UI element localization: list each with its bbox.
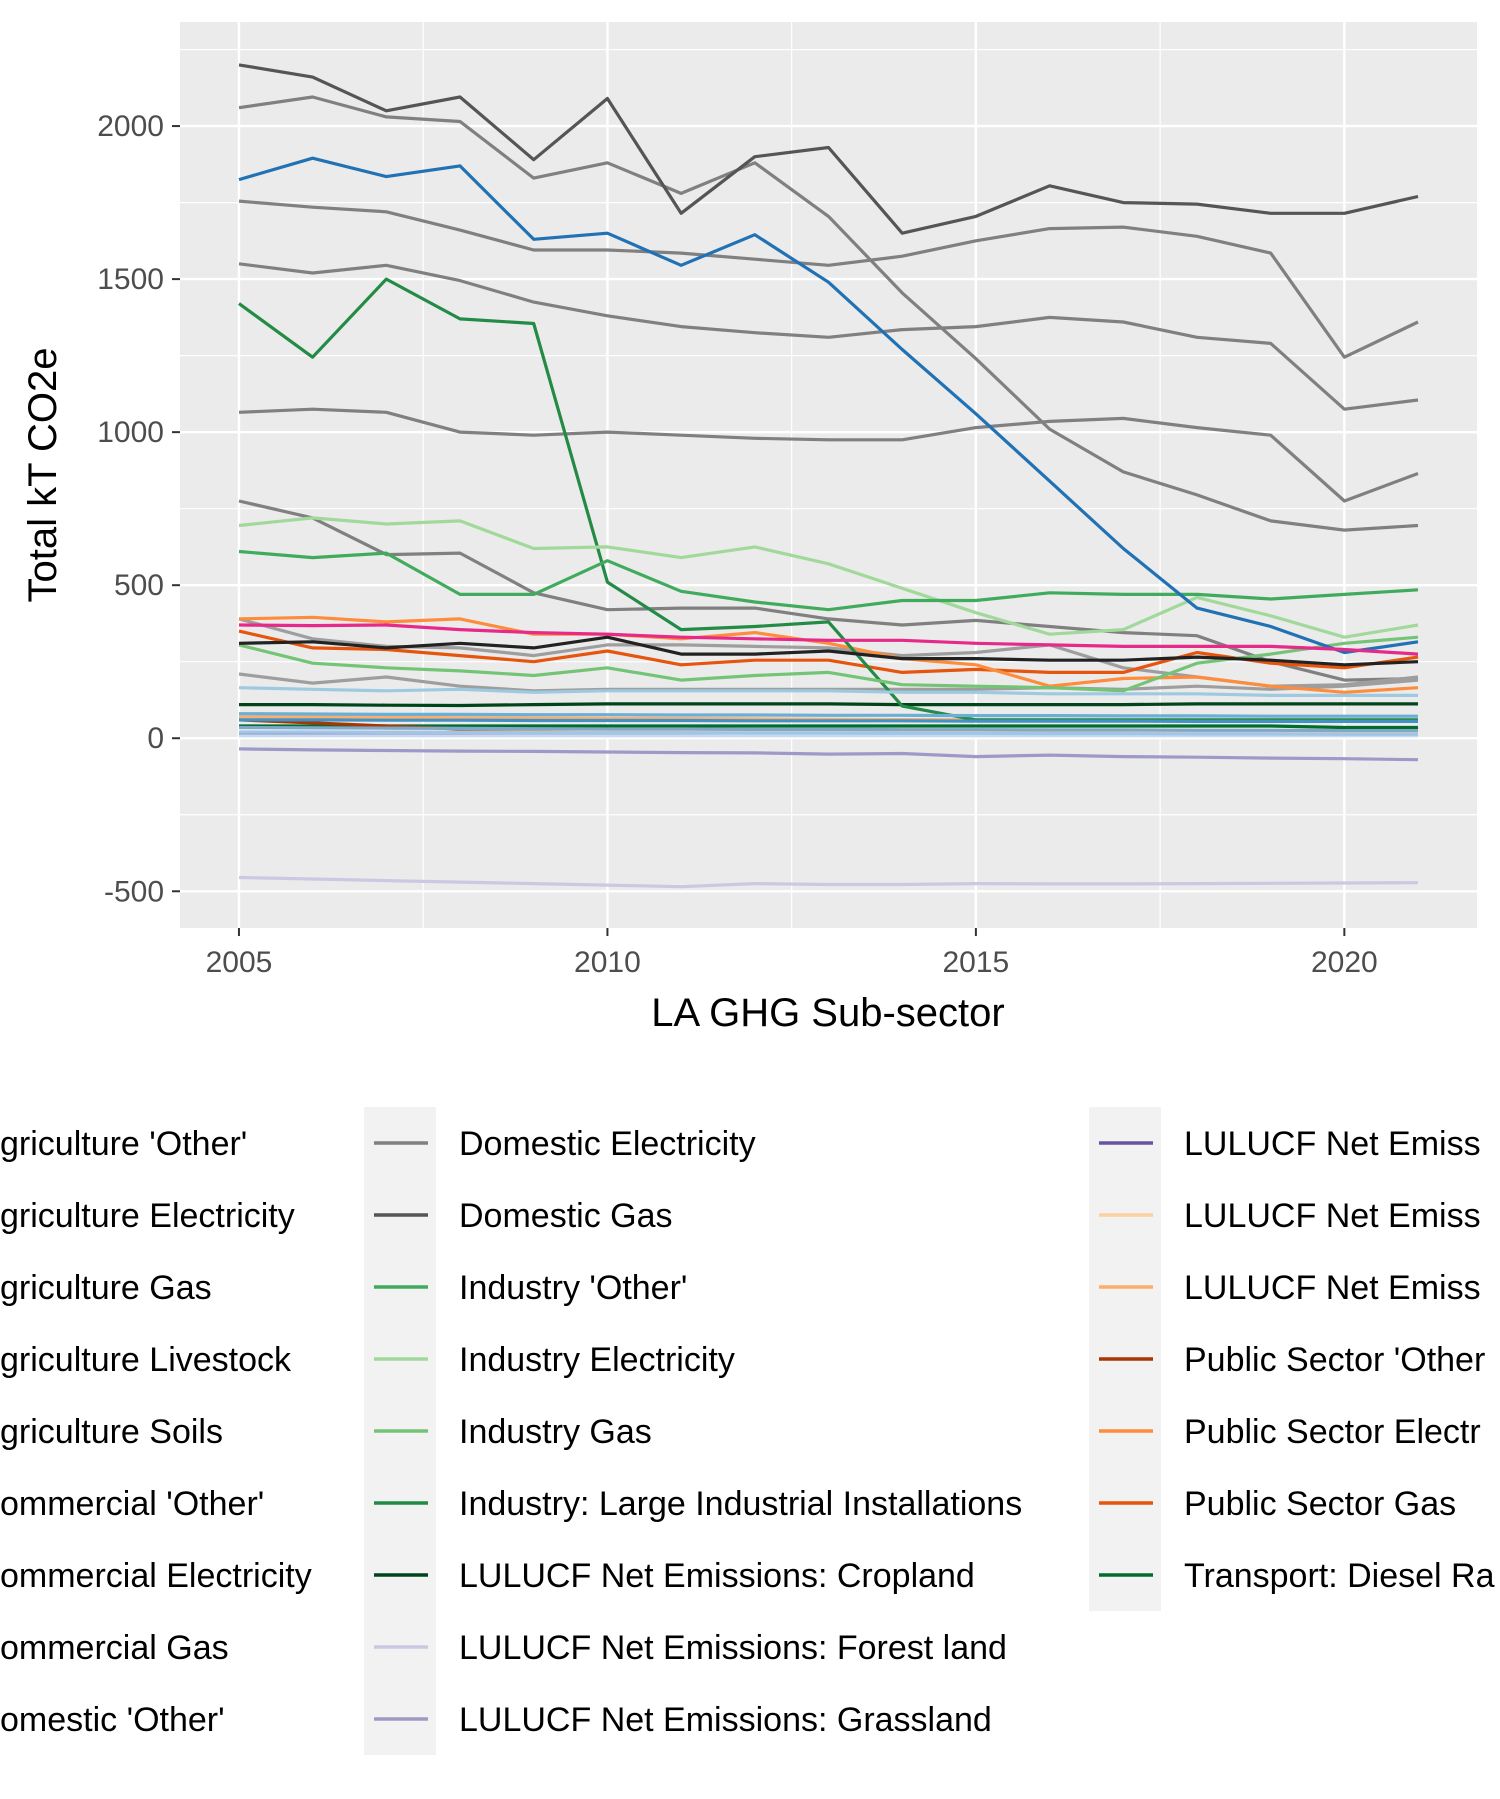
legend-label: griculture Gas bbox=[0, 1269, 212, 1307]
y-tick-label: 1000 bbox=[97, 416, 164, 449]
series-line bbox=[238, 725, 1418, 733]
legend-label: Domestic Gas bbox=[459, 1197, 673, 1235]
series-line bbox=[238, 407, 1419, 503]
series-lines bbox=[238, 63, 1419, 889]
y-tick-label: 500 bbox=[114, 569, 164, 602]
y-axis-title: Total kT CO2e bbox=[21, 348, 65, 603]
series-line bbox=[238, 499, 1419, 682]
x-tick-label: 2005 bbox=[206, 946, 273, 979]
series-line bbox=[238, 875, 1419, 889]
series-line bbox=[238, 199, 1419, 359]
series-line bbox=[238, 686, 1418, 698]
legend-label: griculture Livestock bbox=[0, 1341, 292, 1379]
series-line bbox=[238, 95, 1419, 532]
legend-label: LULUCF Net Emiss bbox=[1184, 1197, 1481, 1235]
series-line bbox=[238, 635, 1419, 693]
legend-label: Public Sector Gas bbox=[1184, 1485, 1456, 1523]
x-tick-label: 2020 bbox=[1311, 946, 1378, 979]
series-line bbox=[239, 730, 1418, 736]
series-line bbox=[239, 718, 1418, 724]
series-line bbox=[239, 702, 1418, 708]
series-line bbox=[238, 615, 1419, 694]
series-line bbox=[238, 516, 1419, 639]
legend-label: LULUCF Net Emiss bbox=[1184, 1269, 1481, 1307]
x-tick-label: 2010 bbox=[574, 946, 641, 979]
legend-label: ommercial Electricity bbox=[0, 1557, 312, 1595]
axis-ticks: 2005 2010 2015 2020 -500 0 500 1000 1500 2000 bbox=[97, 110, 1377, 979]
legend-label: Public Sector Electr bbox=[1184, 1413, 1481, 1451]
legend-label: ommercial 'Other' bbox=[0, 1485, 264, 1523]
series-line bbox=[238, 747, 1419, 762]
legend-label: griculture Electricity bbox=[0, 1197, 295, 1235]
series-line bbox=[238, 712, 1418, 718]
series-line bbox=[238, 549, 1419, 612]
legend-label: griculture Soils bbox=[0, 1413, 223, 1451]
legend-label: Industry Gas bbox=[459, 1413, 652, 1451]
y-tick-label: 1500 bbox=[97, 263, 164, 296]
series-line bbox=[238, 623, 1419, 656]
series-line bbox=[238, 635, 1419, 667]
x-axis-title: LA GHG Sub-sector bbox=[651, 991, 1004, 1035]
series-line bbox=[238, 156, 1419, 655]
legend-label: Industry: Large Industrial Installations bbox=[459, 1485, 1022, 1523]
legend-label: ommercial Gas bbox=[0, 1629, 229, 1667]
y-tick-label: -500 bbox=[104, 875, 164, 908]
legend: griculture 'Other' griculture Electricity… bbox=[0, 1107, 1495, 1755]
series-line bbox=[238, 262, 1419, 411]
legend-label: Domestic Electricity bbox=[459, 1125, 756, 1163]
plot-panel bbox=[180, 22, 1477, 928]
legend-label: Public Sector 'Other bbox=[1184, 1341, 1485, 1379]
legend-label: LULUCF Net Emissions: Forest land bbox=[459, 1629, 1007, 1667]
legend-label: Transport: Diesel Ra bbox=[1184, 1557, 1495, 1595]
legend-label: LULUCF Net Emiss bbox=[1184, 1125, 1481, 1163]
legend-label: LULUCF Net Emissions: Grassland bbox=[459, 1701, 992, 1739]
series-line bbox=[239, 724, 1418, 730]
y-tick-label: 0 bbox=[147, 722, 164, 755]
series-line bbox=[238, 63, 1419, 235]
legend-label: omestic 'Other' bbox=[0, 1701, 225, 1739]
legend-label: Industry 'Other' bbox=[459, 1269, 687, 1307]
series-line bbox=[238, 629, 1419, 675]
legend-label: LULUCF Net Emissions: Cropland bbox=[459, 1557, 975, 1595]
grid-major bbox=[180, 22, 1477, 928]
legend-label: Industry Electricity bbox=[459, 1341, 735, 1379]
x-tick-label: 2015 bbox=[943, 946, 1010, 979]
legend-label: griculture 'Other' bbox=[0, 1125, 247, 1163]
y-tick-label: 2000 bbox=[97, 110, 164, 143]
